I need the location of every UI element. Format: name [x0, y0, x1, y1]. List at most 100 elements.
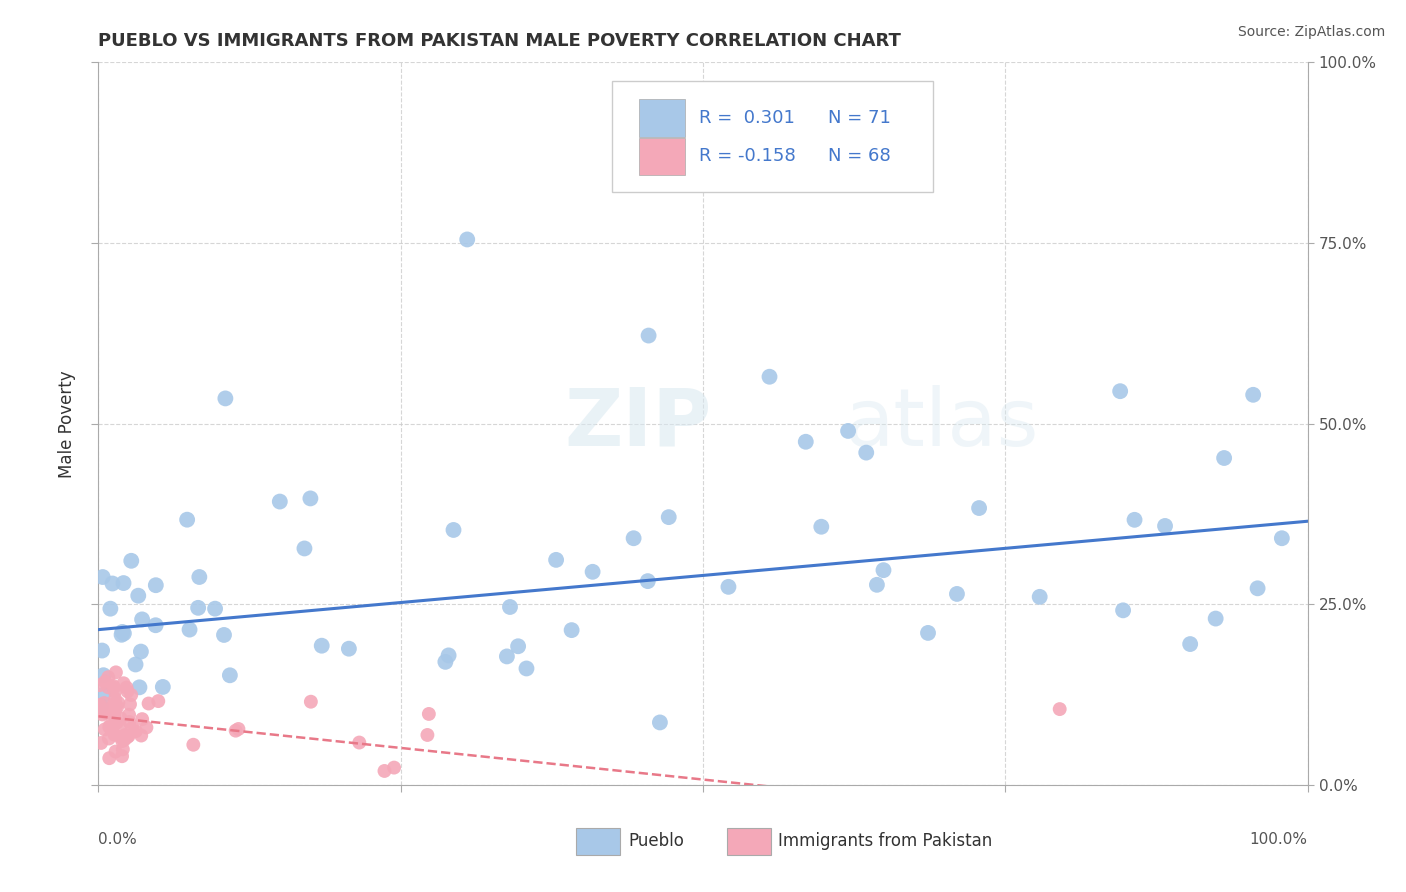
Text: 100.0%: 100.0% — [1250, 831, 1308, 847]
Point — [179, 623, 201, 637]
Point — [138, 697, 160, 711]
Point — [103, 728, 125, 742]
Point — [866, 578, 889, 592]
Point — [120, 688, 142, 702]
FancyBboxPatch shape — [727, 828, 770, 855]
Point — [299, 491, 322, 506]
Point — [90, 736, 112, 750]
FancyBboxPatch shape — [638, 99, 685, 136]
Point — [103, 706, 125, 720]
Point — [112, 676, 135, 690]
Point — [967, 501, 990, 516]
Point — [269, 494, 291, 508]
Point — [1112, 603, 1135, 617]
Point — [118, 707, 141, 722]
Point — [103, 708, 125, 723]
Point — [496, 649, 519, 664]
Point — [176, 513, 198, 527]
Point — [115, 681, 138, 695]
Point — [131, 612, 153, 626]
Point — [104, 703, 127, 717]
Point — [104, 745, 127, 759]
Text: N = 68: N = 68 — [828, 147, 890, 165]
Point — [135, 721, 157, 735]
Point — [131, 712, 153, 726]
Point — [152, 680, 174, 694]
Point — [97, 680, 120, 694]
Point — [188, 570, 211, 584]
Point — [110, 720, 132, 734]
Point — [946, 587, 969, 601]
Point — [337, 641, 360, 656]
Point — [104, 697, 127, 711]
Point — [717, 580, 740, 594]
Point — [561, 623, 583, 637]
Point — [145, 578, 167, 592]
Point — [546, 553, 568, 567]
Point — [373, 764, 395, 778]
Point — [581, 565, 603, 579]
Point — [637, 328, 659, 343]
Point — [90, 699, 112, 714]
Point — [93, 668, 115, 682]
Point — [648, 715, 671, 730]
Text: 0.0%: 0.0% — [98, 831, 138, 847]
Text: Source: ZipAtlas.com: Source: ZipAtlas.com — [1237, 25, 1385, 39]
Point — [98, 720, 121, 734]
Point — [148, 694, 170, 708]
Point — [91, 643, 114, 657]
Point — [105, 715, 128, 730]
Text: N = 71: N = 71 — [828, 109, 890, 127]
Point — [125, 724, 148, 739]
Text: PUEBLO VS IMMIGRANTS FROM PAKISTAN MALE POVERTY CORRELATION CHART: PUEBLO VS IMMIGRANTS FROM PAKISTAN MALE … — [98, 32, 901, 50]
Text: R = -0.158: R = -0.158 — [699, 147, 796, 165]
Point — [124, 657, 146, 672]
Point — [100, 721, 122, 735]
Text: R =  0.301: R = 0.301 — [699, 109, 796, 127]
Point — [101, 576, 124, 591]
Point — [129, 729, 152, 743]
Point — [794, 434, 817, 449]
Point — [1213, 450, 1236, 465]
Text: Immigrants from Pakistan: Immigrants from Pakistan — [778, 832, 993, 850]
Text: atlas: atlas — [845, 384, 1039, 463]
Point — [1178, 637, 1201, 651]
FancyBboxPatch shape — [638, 137, 685, 175]
Point — [129, 644, 152, 658]
Point — [145, 618, 167, 632]
Point — [1205, 611, 1227, 625]
Point — [91, 688, 114, 702]
Point — [456, 232, 478, 246]
Point — [101, 679, 124, 693]
Point — [294, 541, 316, 556]
Point — [204, 601, 226, 615]
Text: ZIP: ZIP — [564, 384, 711, 463]
Point — [183, 738, 205, 752]
Point — [97, 670, 120, 684]
Point — [228, 722, 250, 736]
Point — [107, 696, 129, 710]
Point — [104, 665, 127, 680]
Point — [89, 704, 111, 718]
Point — [120, 554, 142, 568]
Point — [623, 531, 645, 545]
Point — [225, 723, 247, 738]
Point — [872, 563, 894, 577]
Text: Pueblo: Pueblo — [628, 832, 683, 850]
Point — [111, 734, 134, 748]
Point — [110, 628, 132, 642]
Point — [1154, 519, 1177, 533]
Point — [311, 639, 333, 653]
Point — [1049, 702, 1071, 716]
FancyBboxPatch shape — [576, 828, 620, 855]
Point — [214, 392, 236, 406]
Point — [98, 719, 121, 733]
Point — [1271, 531, 1294, 545]
Point — [112, 731, 135, 746]
Point — [101, 720, 124, 734]
Point — [118, 698, 141, 712]
Point — [1028, 590, 1050, 604]
Point — [93, 696, 115, 710]
Point — [112, 626, 135, 640]
Point — [100, 601, 122, 615]
